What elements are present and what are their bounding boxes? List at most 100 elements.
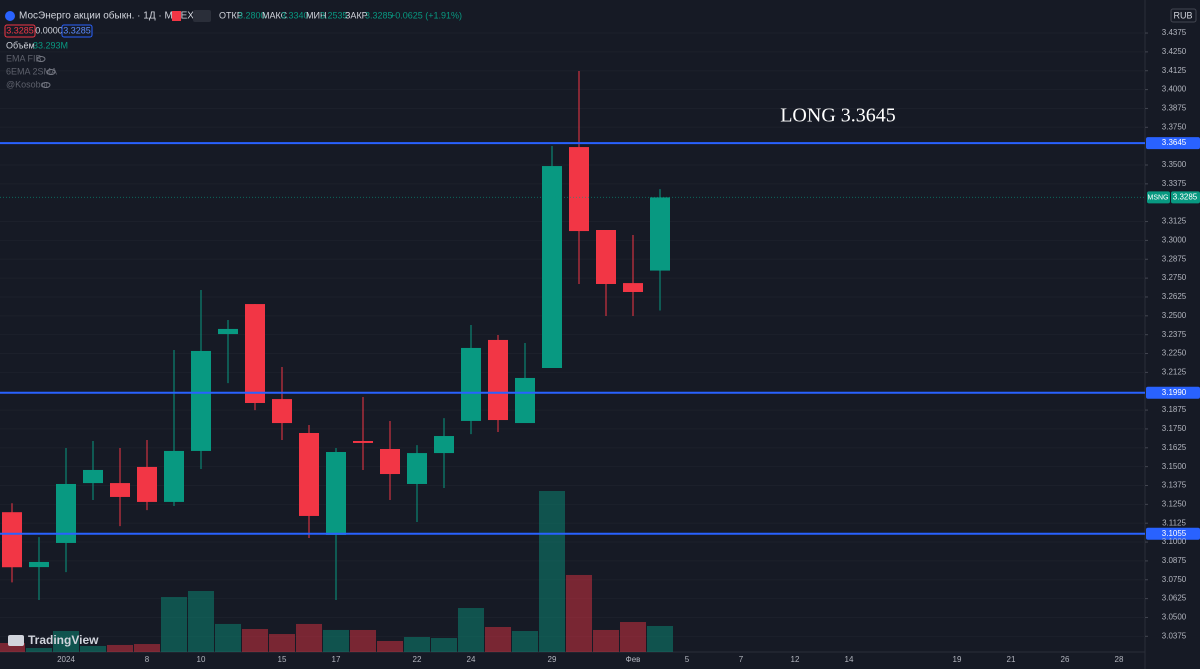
- x-tick-label: 5: [685, 655, 690, 664]
- x-tick-label: 17: [332, 655, 341, 664]
- volume-value: 33.293M: [33, 40, 68, 50]
- volume-bar: [0, 643, 25, 652]
- volume-bar: [593, 629, 619, 652]
- candle-body: [218, 328, 238, 335]
- x-tick-label: 28: [1115, 655, 1124, 664]
- volume-bar: [431, 638, 457, 652]
- x-tick-label: 29: [548, 655, 557, 664]
- volume-bar: [188, 590, 214, 652]
- volume-bar: [269, 634, 295, 652]
- indicator[interactable]: EMA FIB: [6, 53, 42, 63]
- candle-body: [623, 283, 643, 292]
- volume-bar: [566, 574, 592, 652]
- y-tick-label: 3.2250: [1162, 349, 1187, 358]
- flag-icon[interactable]: [172, 11, 181, 21]
- candle-body: [137, 466, 157, 502]
- y-tick-label: 3.2125: [1162, 367, 1187, 376]
- candle-body: [542, 166, 562, 369]
- candle-body: [569, 147, 589, 232]
- indicator[interactable]: 6EMA 2SMA: [6, 66, 57, 76]
- x-tick-label: 21: [1007, 655, 1016, 664]
- volume-label: Объём: [6, 40, 35, 50]
- x-tick-label: 7: [739, 655, 744, 664]
- candle-body: [461, 347, 481, 421]
- close-value: 3.3285: [365, 10, 393, 20]
- low-label: МИН: [306, 10, 326, 20]
- candle-body: [83, 469, 103, 484]
- volume-bar: [404, 637, 430, 652]
- logo-icon: [8, 635, 24, 646]
- symbol-tag: MSNG: [1148, 194, 1169, 201]
- y-tick-label: 3.1625: [1162, 443, 1187, 452]
- volume-bar: [512, 630, 538, 652]
- ask: 3.3285: [63, 25, 91, 35]
- candle-body: [245, 304, 265, 403]
- candle-body: [380, 448, 400, 475]
- levels: 3.3645 3.1990 3.1055 MSNG 3.3285: [0, 137, 1200, 540]
- y-tick-label: 3.3750: [1162, 122, 1187, 131]
- candle-body: [299, 433, 319, 516]
- candle-body: [434, 436, 454, 454]
- close-label: ЗАКР: [345, 10, 368, 20]
- x-tick-label: 19: [953, 655, 962, 664]
- open-value: 3.2800: [238, 10, 266, 20]
- collapse-button[interactable]: [193, 10, 211, 22]
- candles: [2, 71, 670, 600]
- logo: TradingView: [28, 633, 99, 647]
- volume-bar: [242, 629, 268, 652]
- eye-icon[interactable]: [41, 82, 51, 88]
- volume-bar: [53, 630, 79, 652]
- low-value: 3.2535: [320, 10, 348, 20]
- level-tag: [1146, 137, 1200, 150]
- y-tick-label: 3.1500: [1162, 462, 1187, 471]
- x-tick-label: 26: [1061, 655, 1070, 664]
- x-tick-label: 2024: [57, 655, 75, 664]
- volume-bar: [161, 597, 187, 652]
- candle-body: [56, 483, 76, 543]
- candle-body: [596, 230, 616, 284]
- x-tick-label: 12: [791, 655, 800, 664]
- volume-bar: [350, 629, 376, 652]
- change: +0.0625 (+1.91%): [390, 10, 462, 20]
- annotation: LONG 3.3645: [780, 105, 896, 127]
- bid: 3.3285: [6, 25, 34, 35]
- x-tick-label: Фев: [626, 655, 641, 664]
- y-tick-label: 3.4125: [1162, 66, 1187, 75]
- candle-body: [29, 561, 49, 568]
- volume-bar: [539, 491, 565, 652]
- x-tick-label: 15: [278, 655, 287, 664]
- volume-bar: [107, 644, 133, 652]
- y-tick-label: 3.1875: [1162, 405, 1187, 414]
- eye-icon[interactable]: [36, 56, 46, 62]
- volume-bar: [620, 622, 646, 652]
- candle-body: [2, 512, 22, 568]
- candle-body: [164, 450, 184, 502]
- high-label: МАКС: [262, 10, 288, 20]
- volume-bar: [80, 645, 106, 652]
- candle-body: [191, 350, 211, 451]
- symbol: МосЭнерго акции обыкн. · 1Д · MOEX: [19, 10, 194, 22]
- candle-body: [272, 399, 292, 424]
- candle-body: [407, 453, 427, 484]
- volume-bar: [485, 627, 511, 652]
- y-tick-label: 3.4250: [1162, 47, 1187, 56]
- y-tick-label: 3.1250: [1162, 499, 1187, 508]
- y-tick-label: 3.0750: [1162, 575, 1187, 584]
- open-label: ОТКР: [219, 10, 243, 20]
- volume-bar: [323, 629, 349, 652]
- indicator[interactable]: @Kosobor: [6, 79, 49, 89]
- last-price-label: 3.3285: [1173, 193, 1198, 202]
- candle-body: [488, 339, 508, 421]
- volume-bar: [377, 640, 403, 652]
- y-tick-label: 3.0625: [1162, 594, 1187, 603]
- eye-icon[interactable]: [46, 69, 56, 75]
- volume-bar: [134, 644, 160, 652]
- level-tag: [1146, 527, 1200, 540]
- y-tick-label: 3.2625: [1162, 292, 1187, 301]
- candle-body: [110, 483, 130, 497]
- ask-box[interactable]: [61, 24, 93, 38]
- currency-box[interactable]: [1170, 8, 1197, 23]
- bid-box[interactable]: [4, 24, 36, 38]
- x-tick-label: 22: [413, 655, 422, 664]
- y-tick-label: 3.1125: [1162, 518, 1186, 527]
